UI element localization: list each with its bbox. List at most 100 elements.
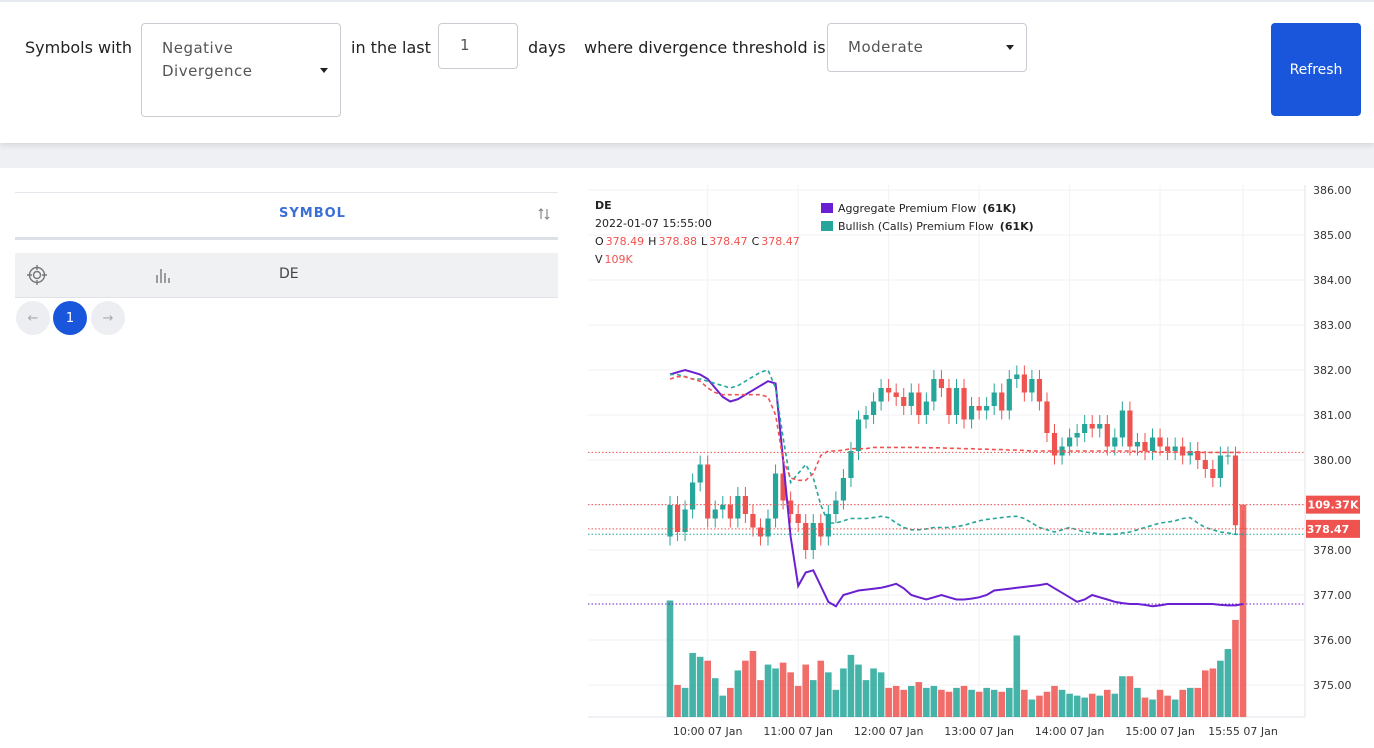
candle-body — [916, 392, 922, 415]
volume-bar — [1164, 695, 1171, 717]
volume-bar — [1194, 687, 1202, 717]
candle-body — [870, 401, 877, 415]
volume-bar — [727, 687, 734, 717]
candle-body — [999, 392, 1005, 411]
candle-body — [818, 523, 824, 537]
volume-bar — [1036, 695, 1043, 717]
table-row[interactable]: DE — [15, 253, 558, 298]
legend-symbol: DE — [595, 199, 612, 212]
select-value: Negative Divergence — [162, 39, 253, 80]
candle-body — [923, 401, 929, 415]
volume-bar — [1058, 689, 1066, 717]
volume-bar — [779, 662, 787, 717]
y-tick-label: 378.00 — [1313, 544, 1352, 557]
candle-body — [697, 464, 703, 483]
days-input[interactable]: 1 — [438, 23, 518, 69]
caret — [1006, 45, 1014, 50]
prev-page[interactable]: ← — [16, 301, 50, 335]
x-tick-label: 12:00 07 Jan — [854, 725, 924, 738]
candle-body — [720, 505, 726, 510]
volume-bar — [764, 664, 772, 717]
volume-bar — [907, 685, 915, 717]
refresh-button[interactable]: Refresh — [1271, 23, 1361, 116]
candle-body — [976, 405, 982, 411]
flow-line — [669, 368, 1244, 608]
flow-line — [669, 375, 1243, 482]
volume-bar — [862, 680, 870, 717]
candle-body — [848, 451, 854, 479]
volume-bar — [1224, 649, 1232, 717]
candle-body — [1021, 374, 1027, 393]
volume-bar — [757, 680, 764, 717]
legend-value: 378.47 — [709, 235, 748, 248]
volume-bar — [1171, 699, 1179, 717]
volume-bar — [742, 660, 749, 717]
filter-label: Symbols with — [25, 38, 132, 57]
volume-bar — [870, 668, 877, 717]
candle-body — [1089, 423, 1095, 429]
candle-body — [757, 527, 764, 537]
volume-bar — [877, 672, 885, 717]
volume-bar — [1043, 691, 1051, 717]
volume-bar — [960, 685, 968, 717]
chart-icon[interactable] — [155, 266, 171, 284]
sort-icon[interactable] — [537, 207, 551, 221]
legend-swatch — [821, 221, 833, 231]
legend-value: (61K) — [982, 202, 1016, 215]
candle-body — [1036, 378, 1043, 402]
next-page[interactable]: → — [91, 301, 125, 335]
candle-body — [788, 500, 794, 515]
page-button[interactable]: 1 — [53, 301, 87, 335]
divergence-select[interactable]: Negative Divergence — [141, 23, 341, 117]
volume-bar — [1088, 693, 1096, 717]
volume-bar — [1051, 685, 1058, 717]
candle-body — [863, 414, 869, 420]
candle-body — [1014, 374, 1020, 379]
candle-body — [690, 482, 696, 510]
y-tick-label: 376.00 — [1313, 634, 1352, 647]
volume-bar — [983, 687, 990, 717]
candle-body — [886, 387, 892, 393]
volume-bar — [832, 689, 840, 717]
volume-bar — [696, 656, 704, 717]
candle-body — [667, 505, 673, 537]
volume-bar — [998, 691, 1006, 717]
candle-body — [1172, 446, 1178, 451]
chart-area: 375.00376.00377.00378.00379.00380.00381.… — [588, 184, 1360, 738]
candle-body — [795, 514, 801, 524]
candle-body — [953, 387, 960, 415]
volume-bar — [1134, 687, 1141, 717]
filter-label: in the last — [351, 38, 431, 57]
legend-key: H — [648, 235, 656, 248]
candle-body — [1044, 401, 1050, 433]
candle-body — [946, 387, 952, 415]
volume-bar — [689, 652, 696, 717]
x-tick-label: 15:55 07 Jan — [1208, 725, 1278, 738]
volume-marker-label: 109.37K — [1308, 499, 1359, 512]
volume-bar — [915, 682, 923, 717]
volume-bar — [1073, 695, 1081, 717]
candle-body — [1225, 455, 1231, 457]
separator — [0, 143, 1374, 168]
column-header[interactable]: SYMBOL — [279, 206, 346, 221]
threshold-select[interactable]: Moderate — [827, 23, 1027, 72]
candle-body — [1066, 437, 1073, 447]
y-tick-label: 384.00 — [1313, 274, 1352, 287]
volume-bar — [1156, 689, 1164, 717]
volume-bar — [855, 664, 862, 717]
volume-bar — [923, 687, 930, 717]
candle-body — [961, 387, 967, 420]
y-tick-label: 382.00 — [1313, 364, 1352, 377]
volume-bar — [975, 691, 983, 717]
x-tick-label: 13:00 07 Jan — [944, 725, 1014, 738]
legend-key: O — [595, 235, 604, 248]
volume-bar — [1111, 693, 1119, 717]
volume-bar — [1202, 670, 1209, 717]
candle-body — [1097, 423, 1103, 429]
legend-name: Bullish (Calls) Premium Flow — [838, 220, 994, 233]
volume-bar — [674, 684, 681, 717]
locate-icon[interactable] — [27, 265, 47, 285]
candle-body — [1180, 446, 1186, 456]
candle-body — [901, 396, 907, 406]
